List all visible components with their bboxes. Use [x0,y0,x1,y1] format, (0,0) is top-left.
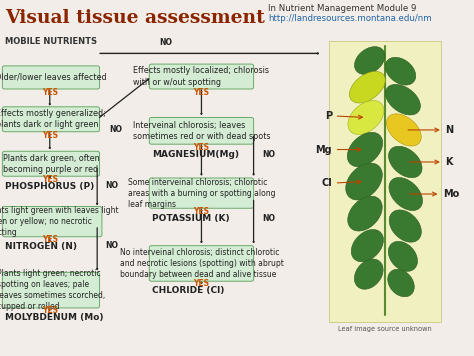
Text: YES: YES [42,131,58,140]
Text: No interveinal chlorosis; distinct chlorotic
and necrotic lesions (spotting) wit: No interveinal chlorosis; distinct chlor… [119,248,283,279]
Text: Plants dark green, often
becoming purple or red: Plants dark green, often becoming purple… [3,154,99,174]
Text: Plants light green; necrotic
spotting on leaves; pale
leaves sometimes scorched,: Plants light green; necrotic spotting on… [0,269,105,311]
Text: POTASSIUM (K): POTASSIUM (K) [152,214,229,223]
Text: Leaf image source unknown: Leaf image source unknown [338,326,432,333]
Text: YES: YES [42,175,58,184]
Text: Cl: Cl [321,178,361,188]
Ellipse shape [389,146,422,178]
Ellipse shape [355,259,383,289]
Text: Interveinal chlorosis; leaves
sometimes red or with dead spots: Interveinal chlorosis; leaves sometimes … [133,121,270,141]
Text: Some interveinal chlorosis; chlorotic
areas with a burning or spotting along
lea: Some interveinal chlorosis; chlorotic ar… [128,178,275,209]
FancyBboxPatch shape [149,178,254,208]
FancyBboxPatch shape [2,206,102,237]
Text: NO: NO [109,125,122,134]
Ellipse shape [389,178,422,210]
Text: Visual tissue assessment: Visual tissue assessment [5,9,264,27]
Text: NITROGEN (N): NITROGEN (N) [5,242,77,251]
Text: Effects mostly generalized;
plants dark or light green: Effects mostly generalized; plants dark … [0,109,106,129]
FancyBboxPatch shape [2,107,100,132]
FancyBboxPatch shape [149,117,254,144]
Ellipse shape [385,57,416,85]
Text: YES: YES [193,207,210,216]
Text: Effects mostly localized; chlorosis
with or w/out spotting: Effects mostly localized; chlorosis with… [134,67,269,87]
Text: YES: YES [193,279,210,288]
Ellipse shape [346,163,383,200]
Text: N: N [408,125,454,135]
Text: MAGNESIUM(Mg): MAGNESIUM(Mg) [152,150,239,159]
FancyBboxPatch shape [2,151,100,176]
Text: YES: YES [193,143,210,152]
FancyBboxPatch shape [149,246,254,281]
Ellipse shape [388,269,414,297]
Text: NO: NO [106,241,118,250]
Text: Mo: Mo [410,189,459,199]
Ellipse shape [386,114,421,146]
FancyBboxPatch shape [329,41,441,322]
Text: P: P [325,111,363,121]
Ellipse shape [347,132,383,167]
Text: YES: YES [42,306,58,315]
Ellipse shape [388,241,418,271]
FancyBboxPatch shape [2,66,100,89]
Ellipse shape [355,47,385,74]
Text: http://landresources.montana.edu/nm: http://landresources.montana.edu/nm [268,14,431,23]
Ellipse shape [349,72,385,103]
Text: YES: YES [42,88,58,97]
Text: NO: NO [262,150,275,159]
Ellipse shape [351,230,383,262]
Ellipse shape [385,84,420,115]
Text: Older/lower leaves affected: Older/lower leaves affected [0,73,107,82]
Ellipse shape [348,196,382,231]
Text: PHOSPHORUS (P): PHOSPHORUS (P) [5,182,94,190]
Text: MOBILE NUTRIENTS: MOBILE NUTRIENTS [5,37,97,46]
FancyBboxPatch shape [2,272,100,308]
Text: In Nutrient Management Module 9: In Nutrient Management Module 9 [268,4,416,12]
Text: Plants light green with leaves light
green or yellow; no necrotic
spotting: Plants light green with leaves light gre… [0,206,119,237]
Text: K: K [410,157,453,167]
FancyBboxPatch shape [149,64,254,89]
Text: YES: YES [193,88,210,97]
Text: NO: NO [106,180,118,190]
Text: NO: NO [159,38,173,47]
Text: YES: YES [42,235,58,245]
Text: NO: NO [262,214,275,224]
Ellipse shape [389,210,421,242]
Text: CHLORIDE (Cl): CHLORIDE (Cl) [152,286,224,295]
Text: Mg: Mg [315,145,361,155]
Ellipse shape [348,100,384,135]
Text: MOLYBDENUM (Mo): MOLYBDENUM (Mo) [5,313,103,321]
